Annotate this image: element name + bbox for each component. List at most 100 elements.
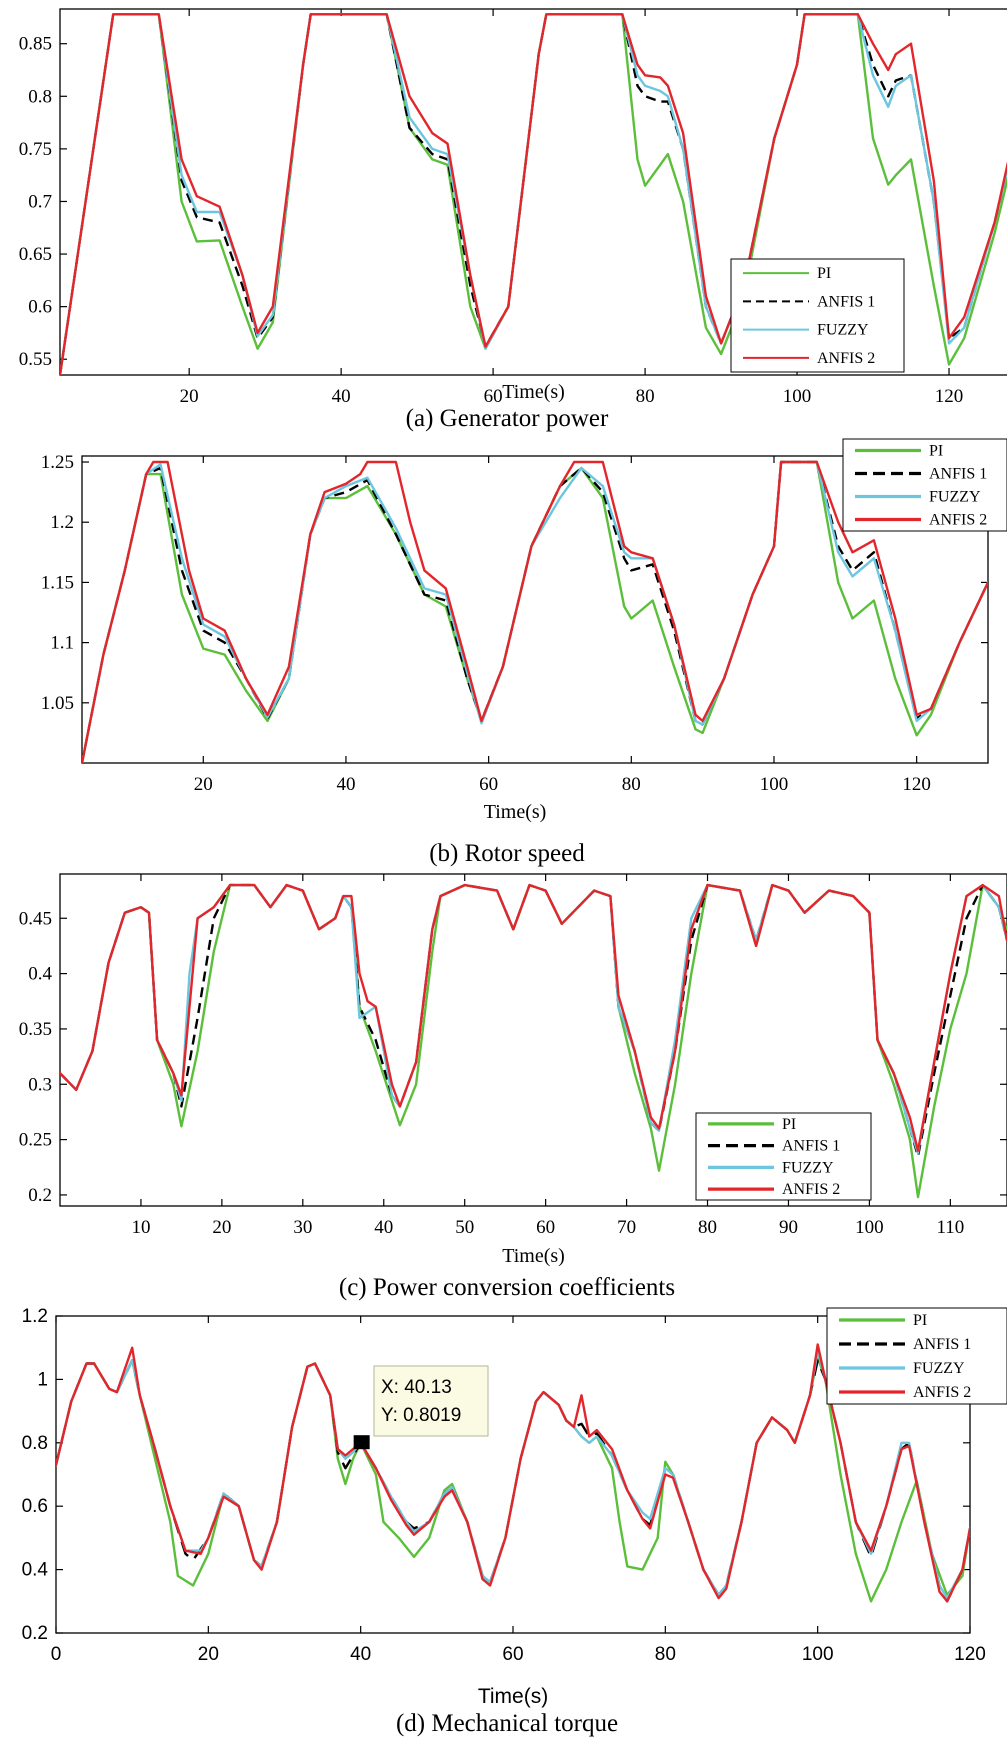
datatip-marker[interactable]: [353, 1435, 370, 1450]
x-tick-label: 10: [131, 1217, 150, 1238]
series-group: [60, 883, 1007, 1199]
series-line-fuzzy: [82, 460, 988, 763]
legend-label: PI: [782, 1116, 796, 1133]
y-tick-label: 0.3: [28, 1074, 52, 1095]
x-tick-label: 80: [698, 1217, 717, 1238]
series-group: [82, 460, 988, 763]
y-tick-label: 1.25: [41, 452, 74, 473]
datatip-y: Y: 0.8019: [381, 1405, 461, 1426]
x-tick-label: 60: [536, 1217, 555, 1238]
y-tick-label: 0.85: [19, 34, 52, 55]
legend-label: ANFIS 2: [913, 1384, 971, 1401]
plot-frame: [59, 873, 1007, 1207]
legend-label: FUZZY: [913, 1360, 965, 1377]
x-tick-label: 40: [332, 386, 351, 407]
y-tick-label: 0.45: [19, 908, 52, 929]
y-tick-label: 1.1: [50, 633, 74, 654]
chart-panel-b: 20 40 60 80 100 120 1.05 1.1 1.15 1.2 1.25 Time(s) (…: [41, 438, 1007, 867]
y-tick-label: 0.4: [22, 1560, 49, 1581]
x-tick-label: 40: [374, 1217, 393, 1238]
x-tick-label: 110: [936, 1217, 964, 1238]
x-tick-label: 20: [198, 1644, 219, 1665]
x-tick-label: 50: [455, 1217, 474, 1238]
x-axis-label: Time(s): [502, 381, 565, 403]
chart-panel-d: 0 20 40 60 80 100 120 0.2 0.4 0.6 0.8 1 1.2 Time(s)(d…: [22, 1306, 1007, 1737]
legend-label: PI: [913, 1312, 927, 1329]
y-tick-label: 0.6: [28, 297, 52, 318]
legend-label: PI: [817, 265, 831, 282]
series-group: [60, 13, 1007, 375]
x-tick-label: 100: [783, 386, 812, 407]
legend-box: [842, 438, 1007, 532]
chart-panel-a: 20 40 60 80 100 120 0.55 0.6 0.65 0.7 0.75 0.8 0.85 T…: [19, 8, 1007, 432]
legend-label: ANFIS 1: [817, 293, 875, 310]
y-tick-label: 0.7: [28, 191, 52, 212]
y-tick-label: 1.15: [41, 572, 74, 593]
legend-label: ANFIS 1: [929, 466, 987, 483]
x-tick-label: 40: [336, 774, 355, 795]
series-line-pi: [60, 13, 1007, 375]
legend-label: ANFIS 1: [782, 1138, 840, 1155]
datatip-box: [373, 1365, 489, 1437]
y-tick-label: 0.2: [22, 1623, 48, 1644]
y-tick-label: 1: [37, 1369, 48, 1390]
legend-label: ANFIS 2: [782, 1181, 840, 1198]
y-tick-label: 0.25: [19, 1130, 52, 1151]
x-tick-label: 80: [622, 774, 641, 795]
series-group: [56, 1343, 970, 1603]
x-tick-label: 80: [655, 1644, 676, 1665]
x-tick-label: 120: [902, 774, 931, 795]
y-tick-label: 1.2: [22, 1306, 48, 1327]
datatip[interactable]: X: 40.13 Y: 0.8019: [353, 1365, 489, 1450]
x-tick-label: 60: [502, 1644, 523, 1665]
legend: PI ANFIS 1 FUZZY ANFIS 2: [730, 258, 905, 373]
x-tick-label: 100: [855, 1217, 884, 1238]
x-tick-label: 120: [954, 1644, 986, 1665]
x-tick-label: 90: [779, 1217, 798, 1238]
y-tick-label: 0.35: [19, 1019, 52, 1040]
datatip-x: X: 40.13: [381, 1377, 452, 1398]
x-tick-label: 60: [479, 774, 498, 795]
x-tick-label: 120: [935, 386, 964, 407]
series-line-anfis-2: [82, 460, 988, 763]
legend-label: PI: [929, 443, 943, 460]
x-axis-label: Time(s): [502, 1245, 565, 1267]
legend-label: FUZZY: [817, 322, 869, 339]
x-axis-label: Time(s): [484, 801, 547, 823]
y-tick-label: 0.2: [28, 1185, 52, 1206]
x-tick-label: 80: [636, 386, 655, 407]
series-line-anfis-2: [60, 883, 1007, 1152]
legend: PI ANFIS 1 FUZZY ANFIS 2: [842, 438, 1007, 532]
legend-box: [695, 1112, 872, 1201]
x-tick-label: 40: [350, 1644, 371, 1665]
x-tick-label: 100: [802, 1644, 834, 1665]
y-tick-label: 0.55: [19, 349, 52, 370]
series-line-anfis-2: [60, 13, 1007, 375]
x-tick-label: 20: [180, 386, 199, 407]
x-tick-label: 20: [212, 1217, 231, 1238]
legend-label: FUZZY: [782, 1159, 834, 1176]
legend-label: ANFIS 2: [929, 512, 987, 529]
x-tick-label: 20: [194, 774, 213, 795]
x-axis-label: Time(s): [478, 1685, 548, 1708]
legend-label: FUZZY: [929, 489, 981, 506]
panel-caption: (a) Generator power: [406, 405, 609, 432]
legend-box: [730, 258, 905, 373]
legend-label: ANFIS 2: [817, 350, 875, 367]
x-tick-label: 70: [617, 1217, 636, 1238]
x-tick-label: 100: [760, 774, 789, 795]
y-tick-label: 0.6: [22, 1496, 48, 1517]
y-tick-label: 1.05: [41, 693, 74, 714]
plot-frame: [81, 455, 989, 764]
legend-box: [826, 1307, 1007, 1405]
y-tick-label: 0.4: [28, 964, 52, 985]
panel-caption: (b) Rotor speed: [429, 840, 585, 867]
y-tick-label: 0.65: [19, 244, 52, 265]
x-tick-label: 0: [51, 1644, 62, 1665]
panel-caption: (c) Power conversion coefficients: [339, 1274, 675, 1301]
y-tick-label: 0.8: [28, 86, 52, 107]
chart-panel-c: 10 20 30 40 50 60 70 80 90 100 110 0.2 0.25 0.3 0.35 0.…: [19, 873, 1007, 1301]
x-tick-label: 30: [293, 1217, 312, 1238]
legend: PI ANFIS 1 FUZZY ANFIS 2: [695, 1112, 872, 1201]
